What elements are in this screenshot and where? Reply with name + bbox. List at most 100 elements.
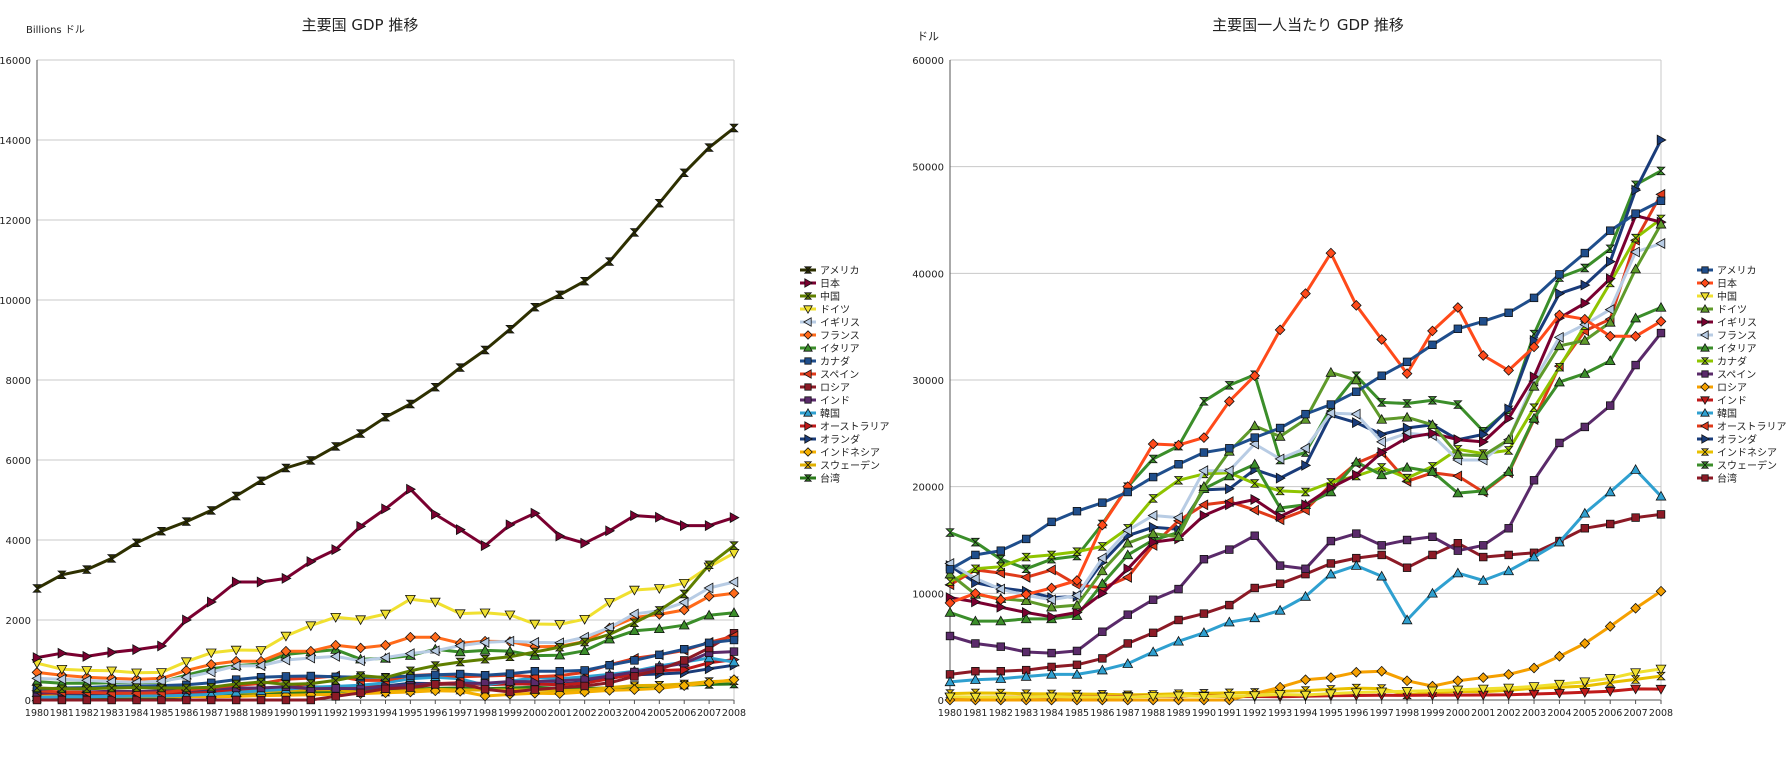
data-point (1655, 301, 1667, 312)
data-point (230, 660, 241, 672)
data-point (1503, 565, 1515, 576)
data-point (380, 609, 391, 620)
legend-marker (1700, 303, 1710, 313)
data-point (653, 584, 665, 595)
data-point (729, 635, 739, 645)
legend-marker (1700, 448, 1710, 456)
data-point (1453, 434, 1464, 446)
x-tick-label: 1980 (25, 708, 49, 719)
data-point (205, 666, 216, 678)
data-point (1554, 309, 1565, 321)
data-point (1426, 587, 1438, 598)
data-point (1300, 288, 1311, 299)
y-tick-label: 10000 (912, 589, 944, 600)
data-point (1174, 584, 1183, 594)
data-point (1401, 687, 1413, 697)
data-point (1630, 233, 1641, 243)
data-point (1606, 256, 1616, 268)
data-point (945, 528, 955, 537)
data-point (1553, 679, 1565, 690)
data-point (995, 692, 1007, 703)
data-point (1300, 590, 1311, 601)
x-tick-label: 1982 (75, 708, 99, 719)
data-point (32, 683, 42, 693)
legend-marker (1700, 396, 1710, 406)
data-point (81, 666, 93, 677)
data-point (1555, 438, 1564, 448)
data-point (1553, 340, 1565, 351)
y-tick-labels: 0 2000 4000 6000 8000 10000 12000 14000 16000 (0, 56, 31, 707)
data-point (480, 671, 490, 680)
data-point (580, 681, 589, 691)
data-point (405, 666, 416, 675)
data-point (82, 650, 93, 662)
data-point (1072, 646, 1082, 656)
legend-label: 中国 (820, 290, 840, 303)
data-point (181, 517, 192, 526)
data-point (605, 525, 616, 537)
data-point (1377, 371, 1386, 380)
data-point (554, 649, 566, 660)
data-point (1301, 409, 1310, 419)
legend-marker (1700, 357, 1710, 365)
data-point (1453, 539, 1463, 548)
data-point (655, 650, 664, 659)
data-point (996, 642, 1005, 651)
data-point (180, 671, 191, 683)
data-point (1097, 542, 1108, 551)
data-point (729, 647, 739, 656)
chart-title: 主要国一人当たり GDP 推移 (1212, 16, 1404, 34)
y-tick-label: 30000 (912, 376, 944, 387)
data-point (431, 670, 440, 679)
data-point (580, 666, 589, 675)
data-point (455, 363, 465, 372)
chart-title: 主要国 GDP 推移 (302, 16, 419, 34)
data-point (1631, 209, 1640, 218)
legend-item: アメリカ (800, 265, 860, 277)
data-point (1580, 248, 1590, 258)
x-tick-label: 2005 (647, 708, 671, 719)
legend-item: ドイツ (1697, 303, 1747, 316)
data-point (1529, 371, 1540, 383)
data-point (1528, 551, 1540, 562)
data-point (180, 657, 192, 668)
data-point (455, 524, 466, 536)
data-point (404, 595, 416, 605)
data-point (1172, 512, 1183, 524)
chart-gdp: 主要国 GDP 推移 Billions ドル 0 2000 4000 6000 8000… (0, 16, 890, 719)
data-point (256, 695, 266, 705)
series-8 (945, 328, 1666, 658)
data-point (1274, 604, 1286, 615)
x-tick-label: 1987 (199, 708, 223, 719)
data-point (1402, 399, 1412, 408)
legend-marker (1701, 266, 1709, 274)
data-point (1452, 487, 1464, 498)
x-tick-label: 1980 (938, 708, 962, 719)
data-point (1350, 374, 1362, 385)
data-point (1452, 470, 1463, 482)
data-point (554, 643, 565, 652)
data-point (131, 683, 142, 692)
data-point (678, 596, 689, 608)
x-tick-label: 1993 (1268, 708, 1292, 719)
legend-label: ロシア (820, 383, 850, 394)
x-tick-label: 1998 (473, 708, 497, 719)
data-point (1479, 436, 1489, 448)
data-point (1376, 469, 1388, 480)
legend-label: イギリス (820, 317, 860, 329)
data-point (157, 695, 166, 705)
data-point (969, 615, 981, 626)
data-point (1325, 407, 1336, 419)
data-point (429, 631, 441, 643)
data-point (728, 607, 740, 617)
data-point (1174, 615, 1183, 625)
data-point (57, 647, 68, 659)
data-point (1122, 537, 1134, 548)
data-point (231, 695, 241, 705)
data-point (281, 680, 291, 689)
data-point (1326, 482, 1337, 494)
data-point (1325, 366, 1337, 377)
data-point (1274, 324, 1286, 336)
data-point (679, 168, 689, 178)
data-point (603, 622, 614, 634)
